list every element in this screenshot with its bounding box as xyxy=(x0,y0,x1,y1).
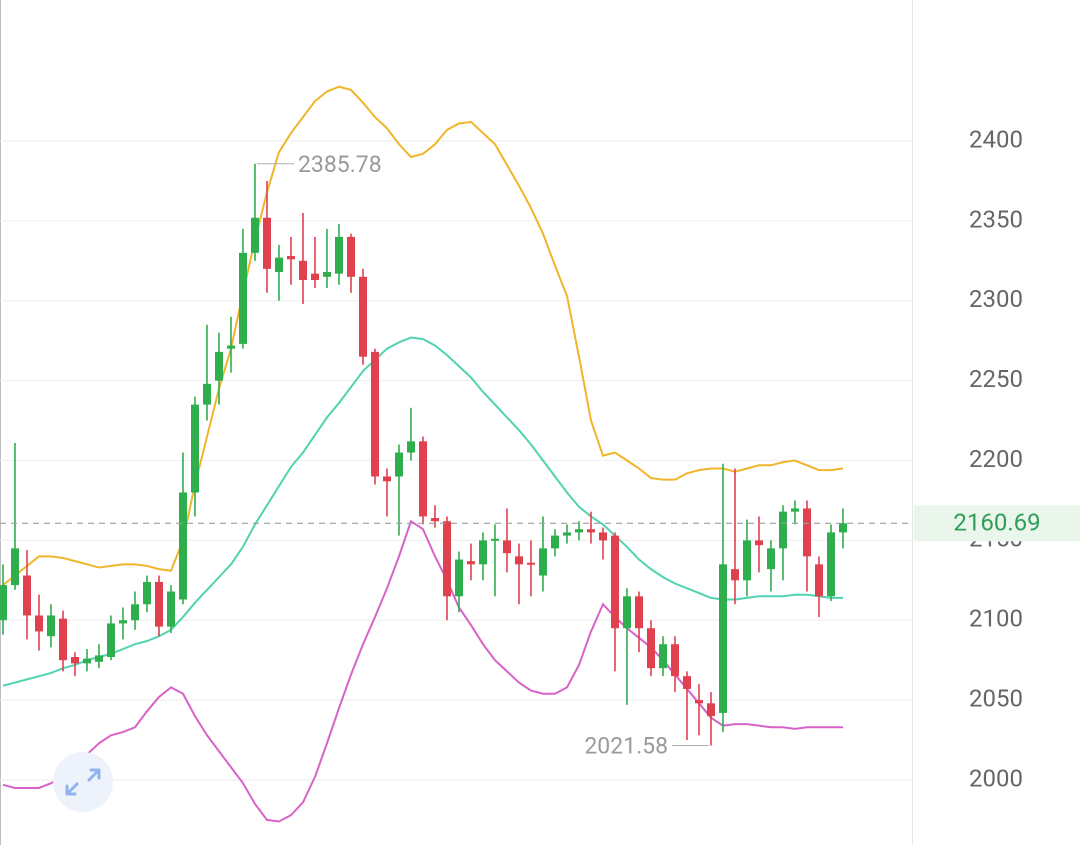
candle-body xyxy=(263,217,271,269)
candle-body xyxy=(23,575,31,616)
y-tick-label: 2350 xyxy=(969,205,1023,233)
candle-body xyxy=(311,273,319,281)
candle-body xyxy=(131,604,139,621)
candle-body xyxy=(515,556,523,565)
candle-body xyxy=(395,452,403,477)
candle-body xyxy=(719,564,727,713)
candle-body xyxy=(275,257,283,273)
candle-body xyxy=(335,236,343,274)
candle-body xyxy=(827,532,835,597)
candles xyxy=(0,163,847,746)
candle-body xyxy=(11,548,19,586)
candle-body xyxy=(539,548,547,576)
candle-body xyxy=(371,351,379,477)
candle-body xyxy=(287,256,295,260)
y-tick-label: 2000 xyxy=(969,764,1023,792)
y-tick-label: 2400 xyxy=(969,125,1023,153)
candle-body xyxy=(71,656,79,664)
candle-body xyxy=(731,569,739,581)
candle-body xyxy=(59,618,67,661)
expand-button[interactable] xyxy=(53,752,113,812)
candle-body xyxy=(647,628,655,669)
last-price-box xyxy=(914,505,1080,542)
expand-button-bg[interactable] xyxy=(53,752,113,812)
candle-body xyxy=(107,623,115,657)
candle-body xyxy=(143,581,151,605)
candle-body xyxy=(359,276,367,357)
last-price-label: 2160.69 xyxy=(953,509,1040,537)
candle-body xyxy=(299,260,307,281)
candle-body xyxy=(683,676,691,689)
y-tick-label: 2100 xyxy=(969,605,1023,633)
candle-body xyxy=(695,700,703,704)
candle-body xyxy=(839,523,847,533)
candle-body xyxy=(119,620,127,624)
candle-body xyxy=(455,559,463,597)
candle-body xyxy=(167,591,175,627)
candle-body xyxy=(707,703,715,717)
candle-body xyxy=(347,236,355,277)
candle-body xyxy=(671,644,679,677)
candle-body xyxy=(95,655,103,662)
candle-body xyxy=(191,404,199,493)
candle-body xyxy=(479,540,487,565)
candle-body xyxy=(419,441,427,517)
candle-body xyxy=(803,508,811,557)
candle-body xyxy=(431,518,439,522)
candle-body xyxy=(779,511,787,549)
candle-body xyxy=(659,644,667,669)
candle-body xyxy=(323,272,331,277)
candle-body xyxy=(47,615,55,637)
candle-body xyxy=(491,538,499,541)
candle-body xyxy=(215,351,223,381)
candle-body xyxy=(791,508,799,512)
bands xyxy=(2,85,844,823)
candle-body xyxy=(203,383,211,405)
band-line xyxy=(2,519,843,823)
candle-body xyxy=(743,540,751,581)
candle-body xyxy=(755,540,763,546)
candle-body xyxy=(443,521,451,597)
candle-body xyxy=(155,581,163,627)
candle-body xyxy=(599,532,607,541)
candle-body xyxy=(587,529,595,533)
candle-body xyxy=(0,585,7,621)
y-tick-label: 2300 xyxy=(969,285,1023,313)
candle-body xyxy=(767,548,775,570)
candle-body xyxy=(383,476,391,482)
candle-body xyxy=(635,596,643,629)
expand-icon[interactable] xyxy=(65,768,101,796)
candle-body xyxy=(575,529,583,533)
candle-body xyxy=(83,658,91,664)
candle-body xyxy=(407,441,415,453)
candle-body xyxy=(527,562,535,565)
candle-body xyxy=(467,561,475,565)
candle-body xyxy=(611,535,619,629)
grid xyxy=(0,140,912,781)
candle-body xyxy=(563,532,571,536)
candle-body xyxy=(179,492,187,600)
candle-body xyxy=(239,252,247,344)
y-tick-label: 2200 xyxy=(969,445,1023,473)
candle-body xyxy=(503,540,511,554)
candle-body xyxy=(815,564,823,597)
overlay: 2000205021002150220022502300235024002385… xyxy=(0,125,1080,792)
band-line xyxy=(2,85,844,586)
candle-body xyxy=(227,345,235,349)
candle-body xyxy=(623,596,631,629)
min-label: 2021.58 xyxy=(584,733,668,760)
candle-body xyxy=(35,615,43,632)
band-line xyxy=(2,336,843,687)
max-label: 2385.78 xyxy=(298,151,382,178)
y-tick-label: 2250 xyxy=(969,365,1023,393)
candle-body xyxy=(551,535,559,549)
y-tick-label: 2050 xyxy=(969,684,1023,712)
candle-body xyxy=(251,217,259,253)
